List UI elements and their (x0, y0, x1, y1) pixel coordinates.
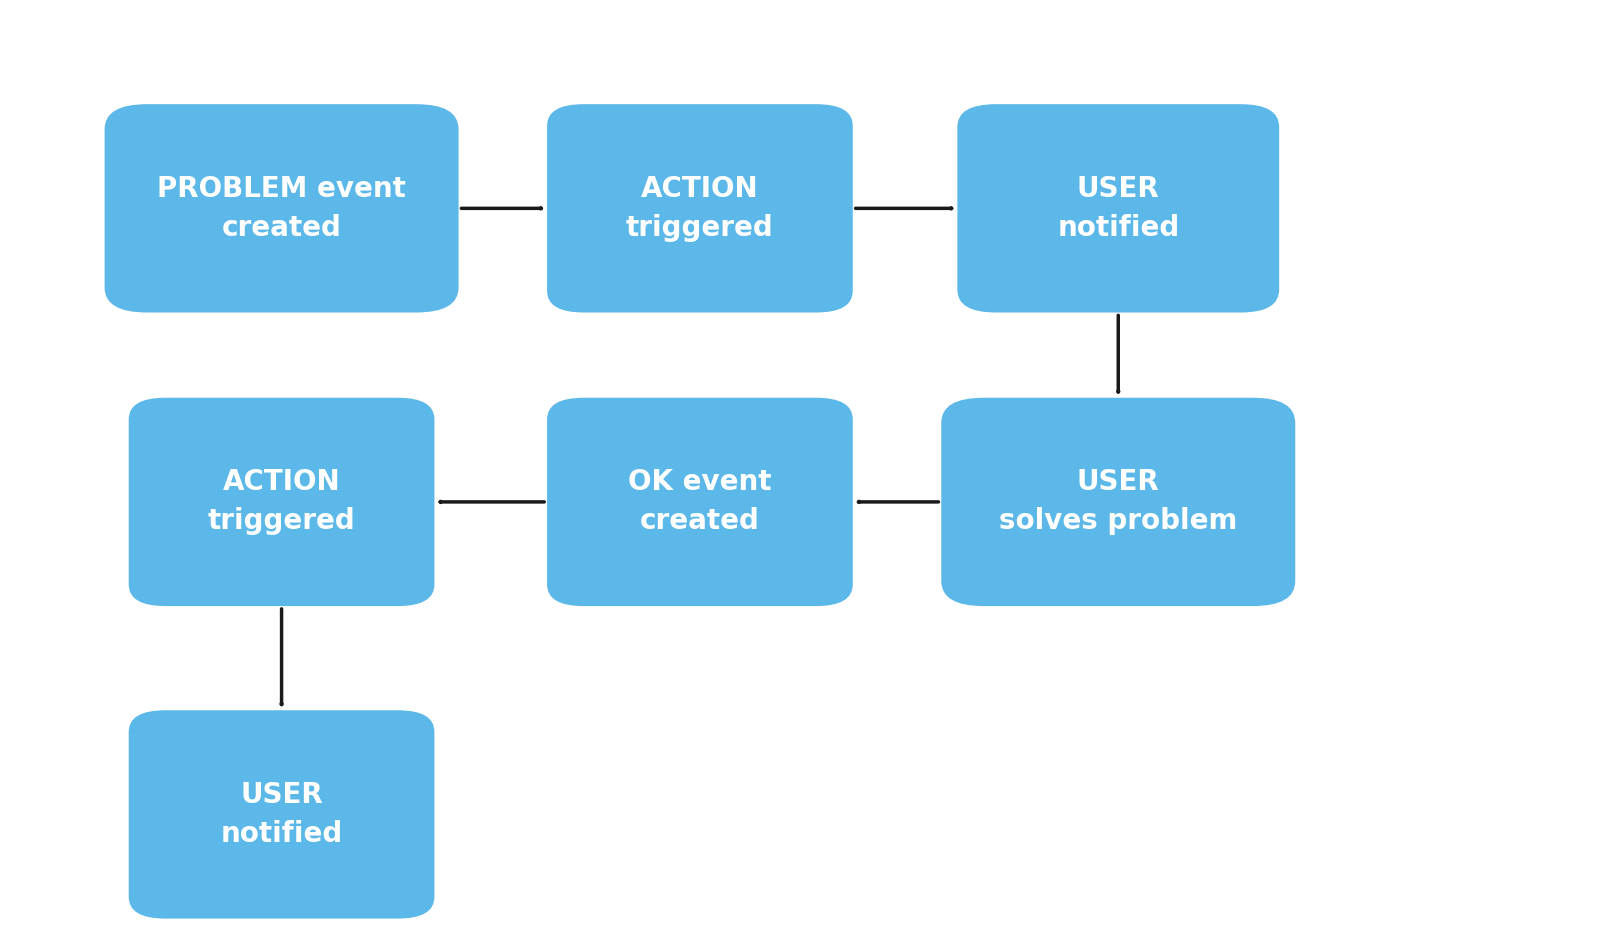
FancyBboxPatch shape (129, 710, 434, 919)
FancyBboxPatch shape (547, 104, 853, 313)
Text: USER
notified: USER notified (220, 781, 343, 848)
Text: ACTION
triggered: ACTION triggered (208, 469, 356, 535)
Text: USER
solves problem: USER solves problem (999, 469, 1237, 535)
FancyBboxPatch shape (941, 398, 1295, 606)
Text: PROBLEM event
created: PROBLEM event created (158, 175, 405, 241)
FancyBboxPatch shape (547, 398, 853, 606)
FancyBboxPatch shape (129, 398, 434, 606)
Text: OK event
created: OK event created (628, 469, 772, 535)
Text: USER
notified: USER notified (1057, 175, 1179, 241)
FancyBboxPatch shape (105, 104, 459, 313)
Text: ACTION
triggered: ACTION triggered (626, 175, 774, 241)
FancyBboxPatch shape (957, 104, 1279, 313)
